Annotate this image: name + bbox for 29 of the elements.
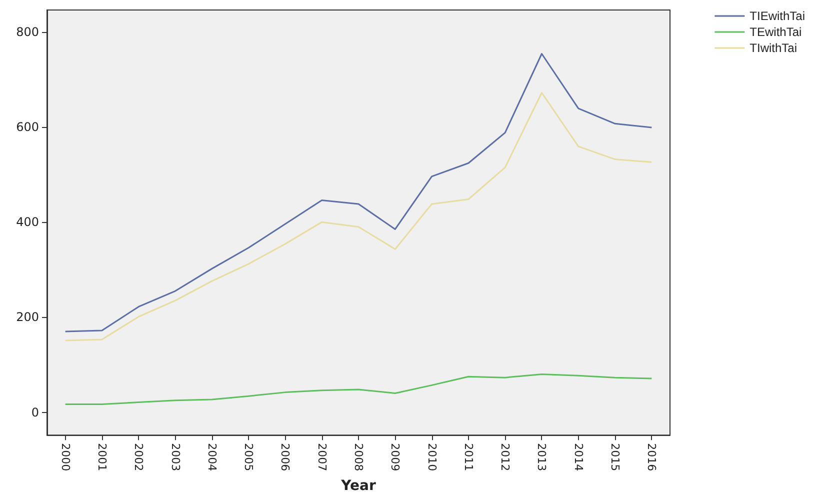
- y-tick-label: 600: [16, 120, 39, 134]
- x-tick-label: 2012: [498, 443, 512, 472]
- y-tick-label: 400: [16, 215, 39, 230]
- x-tick-label: 2003: [168, 443, 182, 472]
- x-tick-label: 2008: [352, 443, 365, 472]
- legend-label: TIwithTai: [750, 41, 797, 55]
- x-tick-label: 2015: [608, 443, 622, 472]
- x-tick-label: 2011: [462, 443, 475, 472]
- y-tick-label: 200: [16, 310, 39, 324]
- x-tick-label: 2009: [388, 443, 402, 472]
- line-series: [64, 52, 652, 332]
- x-tick-label: 2016: [645, 443, 658, 472]
- y-tick-label: 0: [31, 405, 39, 420]
- x-tick-label: 2004: [205, 443, 218, 472]
- legend-label: TEwithTai: [750, 25, 802, 39]
- x-axis-title: Year: [340, 478, 376, 494]
- x-tick-label: 2002: [132, 443, 146, 472]
- x-tick-label: 2000: [58, 443, 72, 472]
- line-series: [64, 373, 652, 405]
- x-tick-label: 2005: [242, 443, 256, 472]
- x-tick-label: 2013: [535, 443, 548, 472]
- x-tick-label: 2007: [315, 443, 328, 472]
- x-tick-label: 2006: [278, 443, 292, 472]
- x-tick-label: 2010: [425, 443, 438, 472]
- legend-label: TIEwithTai: [750, 9, 806, 23]
- x-tick-label: 2014: [572, 443, 585, 472]
- line-series: [64, 92, 652, 342]
- x-tick-label: 2001: [95, 443, 108, 472]
- y-tick-label: 800: [16, 24, 39, 39]
